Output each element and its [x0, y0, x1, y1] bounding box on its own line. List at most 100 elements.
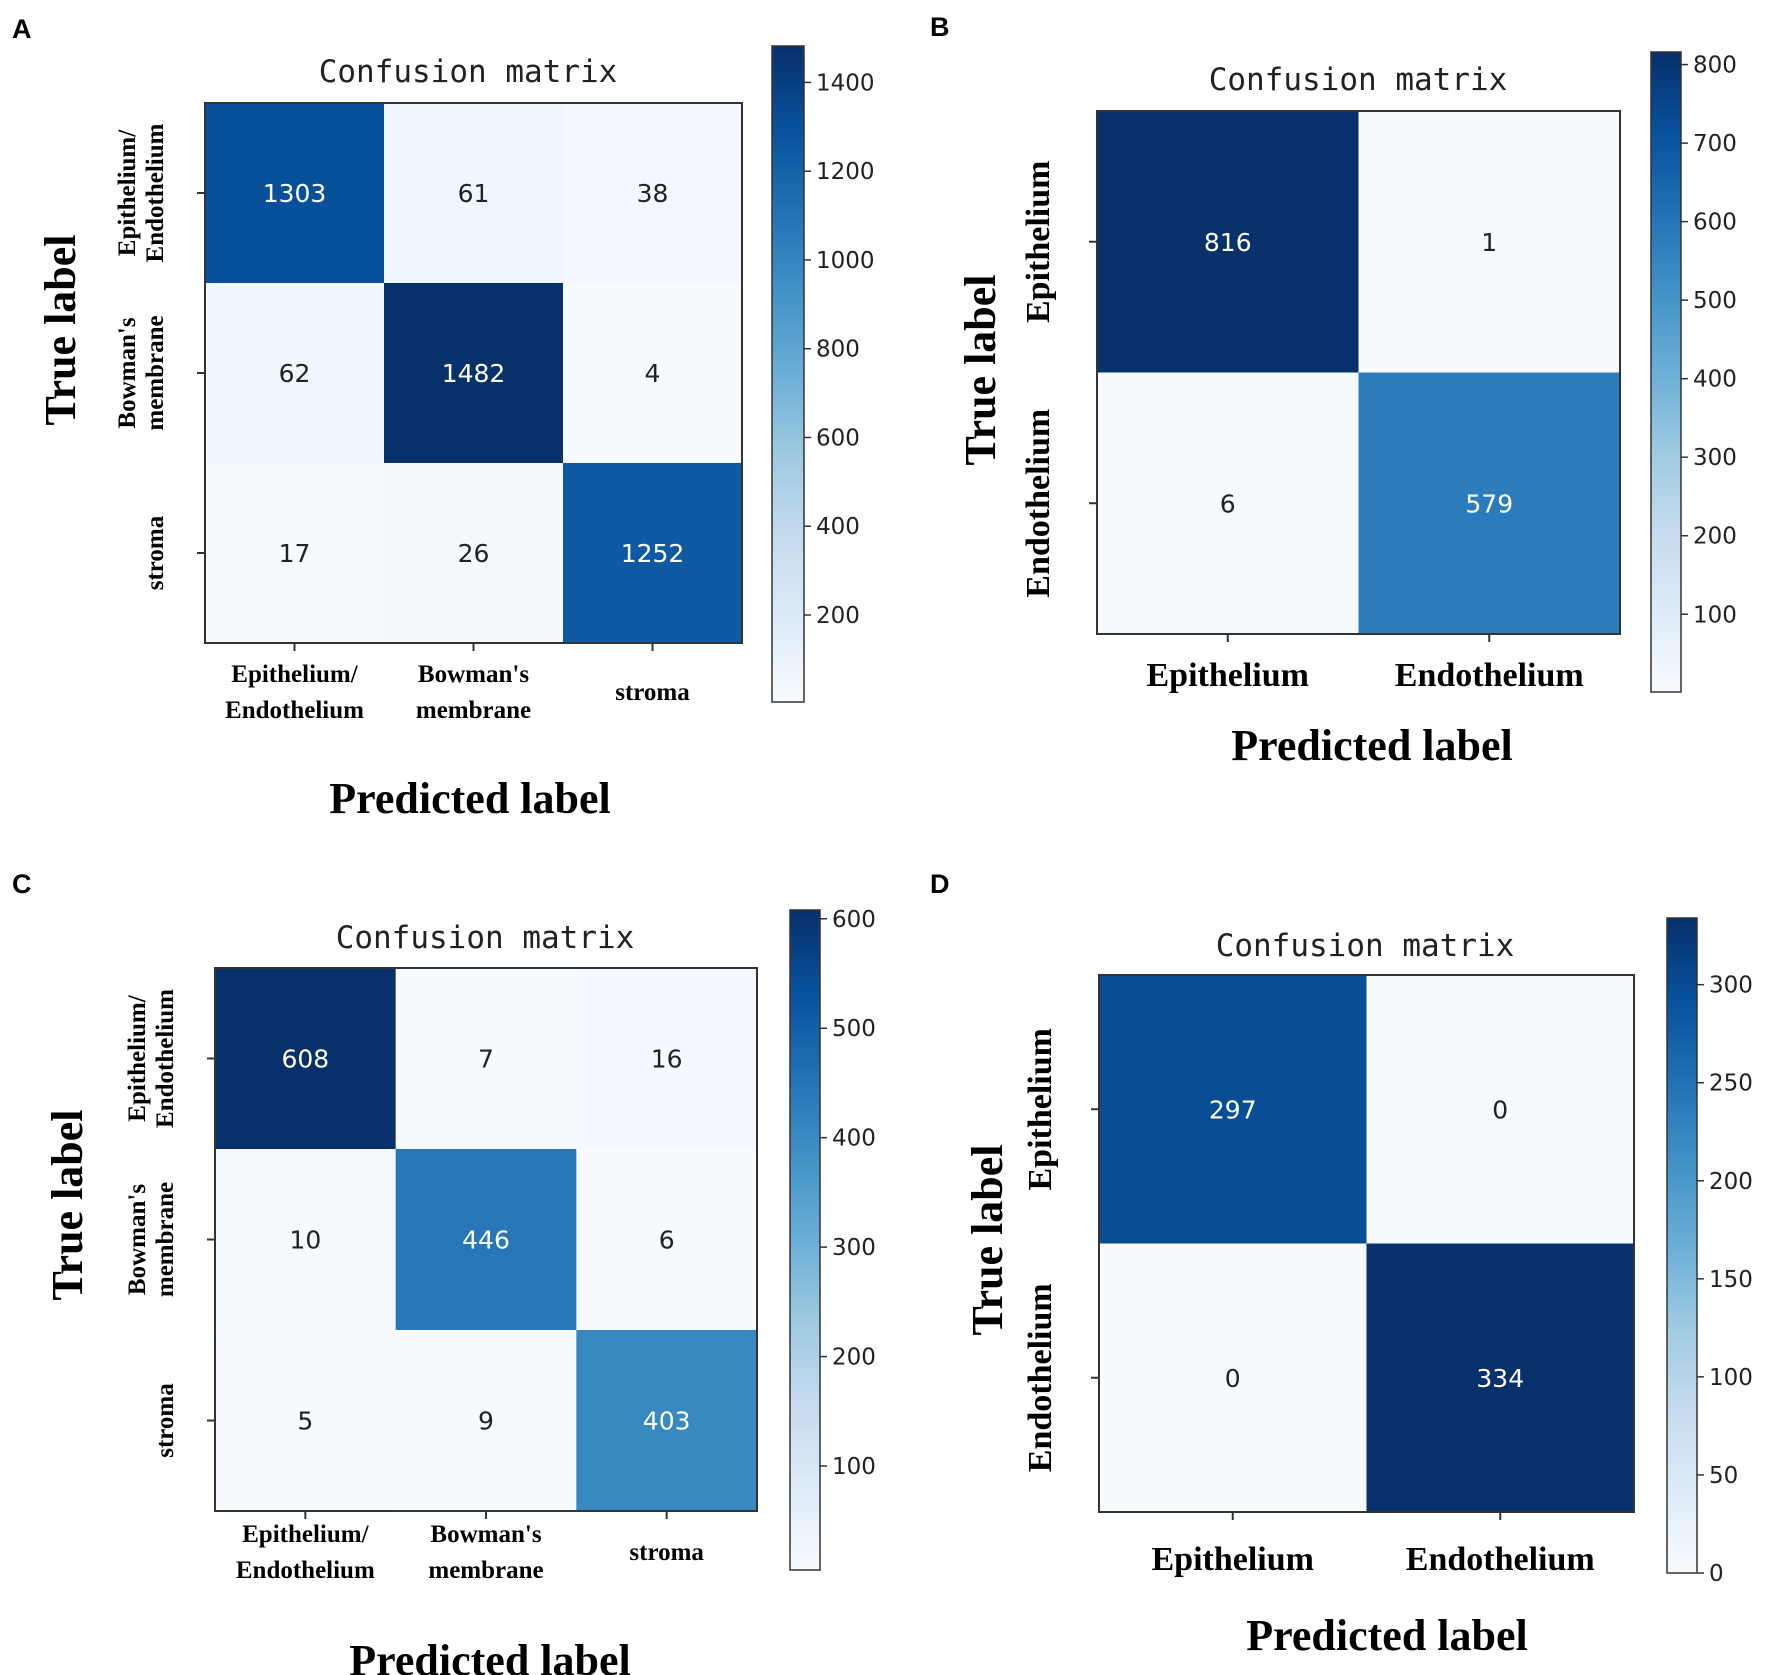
- colorbar-tick-label: 300: [832, 1235, 876, 1261]
- panel-letter: D: [930, 869, 950, 899]
- y-axis-title: True label: [43, 1109, 92, 1300]
- x-axis-title: Predicted label: [329, 774, 610, 823]
- matrix-cell: [384, 463, 564, 644]
- cell-value-label: 1303: [263, 179, 327, 208]
- colorbar-tick-label: 100: [1709, 1365, 1753, 1391]
- colorbar-tick-label: 200: [832, 1345, 876, 1371]
- colorbar: [771, 45, 805, 703]
- colorbar-tick-label: 400: [832, 1126, 876, 1152]
- panel-a: A Confusion matrix 1303 61 38 62 1482 4 17 26 1252…: [12, 14, 875, 823]
- matrix-cell: [215, 1330, 397, 1512]
- cell-value-label: 61: [458, 179, 490, 208]
- cell-value-label: 1252: [621, 539, 685, 568]
- cell-value-label: 5: [297, 1407, 313, 1436]
- matrix-cell: [384, 283, 564, 464]
- x-tick-label: Endothelium: [1406, 1541, 1595, 1578]
- matrix-cell: [215, 1149, 397, 1331]
- x-tick-label: Epithelium: [1147, 657, 1309, 694]
- colorbar-tick-label: 600: [1693, 210, 1737, 236]
- colorbar-tick-label: 600: [832, 907, 876, 933]
- chart-title: Confusion matrix: [319, 54, 618, 90]
- colorbar-tick-label: 150: [1709, 1267, 1753, 1293]
- cell-value-label: 0: [1225, 1364, 1241, 1393]
- colorbar-tick-label: 100: [832, 1454, 876, 1480]
- panel-d: D Confusion matrix 297 0 0 334 Epithelium Endot…: [930, 869, 1753, 1660]
- cell-value-label: 1482: [442, 359, 506, 388]
- colorbar-tick-label: 400: [1693, 367, 1737, 393]
- y-axis-title: True label: [956, 274, 1005, 465]
- cell-value-label: 608: [281, 1045, 329, 1074]
- panel-letter: B: [930, 12, 950, 42]
- y-tick-label: Endothelium: [1022, 1283, 1059, 1472]
- chart-title: Confusion matrix: [336, 920, 635, 956]
- cell-value-label: 7: [478, 1045, 494, 1074]
- colorbar-tick-label: 50: [1709, 1463, 1738, 1489]
- x-tick-label: Bowman's: [418, 661, 529, 688]
- x-axis-title: Predicted label: [1246, 1611, 1527, 1660]
- x-tick-label: Endothelium: [1395, 657, 1584, 694]
- colorbar-tick-label: 500: [1693, 288, 1737, 314]
- chart-title: Confusion matrix: [1216, 928, 1515, 964]
- matrix-cell: [576, 1330, 758, 1512]
- colorbar-tick-label: 200: [1693, 524, 1737, 550]
- x-tick-label: Endothelium: [236, 1557, 375, 1584]
- x-tick-label: Epithelium: [1152, 1541, 1314, 1578]
- matrix-cell: [1097, 372, 1359, 635]
- cell-value-label: 38: [637, 179, 669, 208]
- panel-b: B Confusion matrix 816 1 6 579 Epithelium Endot…: [930, 12, 1737, 770]
- y-tick-label: Epithelium/: [114, 129, 141, 256]
- matrix-cell: [1358, 111, 1621, 373]
- colorbar-tick-label: 200: [816, 603, 860, 629]
- matrix-cell: [395, 1149, 577, 1331]
- colorbar-tick-label: 250: [1709, 1071, 1753, 1097]
- colorbar-tick-label: 1400: [816, 70, 875, 96]
- x-tick-label: stroma: [615, 679, 690, 706]
- cell-value-label: 4: [645, 359, 661, 388]
- panel-c: C Confusion matrix 608 7 16 10 446 6 5 9 403 Epithe…: [12, 869, 876, 1675]
- cell-value-label: 16: [651, 1045, 683, 1074]
- y-axis-title: True label: [36, 234, 85, 425]
- x-tick-label: Bowman's: [430, 1521, 541, 1548]
- y-tick-label: Epithelium: [1020, 161, 1057, 323]
- panel-letter: C: [12, 869, 32, 899]
- y-tick-label: Endothelium: [142, 123, 169, 262]
- colorbar-tick-label: 300: [1709, 973, 1753, 999]
- x-tick-label: stroma: [629, 1539, 704, 1566]
- y-tick-label: Bowman's: [114, 317, 141, 428]
- x-tick-label: membrane: [416, 697, 531, 724]
- colorbar-tick-label: 100: [1693, 602, 1737, 628]
- cell-value-label: 17: [279, 539, 311, 568]
- y-tick-label: stroma: [152, 1383, 179, 1458]
- y-tick-label: Bowman's: [124, 1184, 151, 1295]
- matrix-cell: [1099, 975, 1367, 1244]
- matrix-cell: [1099, 1243, 1367, 1513]
- colorbar-tick-label: 500: [832, 1016, 876, 1042]
- cell-value-label: 1: [1481, 228, 1497, 257]
- cell-value-label: 579: [1465, 489, 1513, 518]
- colorbar-tick-label: 300: [1693, 445, 1737, 471]
- x-axis-title: Predicted label: [1231, 721, 1512, 770]
- cell-value-label: 446: [462, 1226, 510, 1255]
- panel-letter: A: [12, 14, 32, 44]
- colorbar-tick-label: 600: [816, 425, 860, 451]
- matrix-frame: [1096, 110, 1621, 635]
- x-tick-label: Endothelium: [225, 697, 364, 724]
- matrix-cell: [1097, 111, 1359, 373]
- y-tick-label: membrane: [142, 315, 169, 430]
- matrix-cell: [215, 968, 397, 1150]
- colorbar-tick-label: 0: [1709, 1561, 1724, 1587]
- colorbar: [1666, 917, 1698, 1574]
- cell-value-label: 6: [659, 1226, 675, 1255]
- matrix-cell: [563, 463, 743, 644]
- colorbar: [789, 909, 821, 1571]
- x-tick-label: Epithelium/: [231, 661, 358, 688]
- x-tick-label: membrane: [428, 1557, 543, 1584]
- cell-value-label: 816: [1204, 228, 1252, 257]
- colorbar-tick-label: 200: [1709, 1169, 1753, 1195]
- matrix-cell: [576, 968, 758, 1150]
- y-tick-label: Epithelium/: [124, 994, 151, 1121]
- colorbar-tick-label: 1200: [816, 159, 875, 185]
- cell-value-label: 403: [643, 1407, 691, 1436]
- cell-value-label: 10: [289, 1226, 321, 1255]
